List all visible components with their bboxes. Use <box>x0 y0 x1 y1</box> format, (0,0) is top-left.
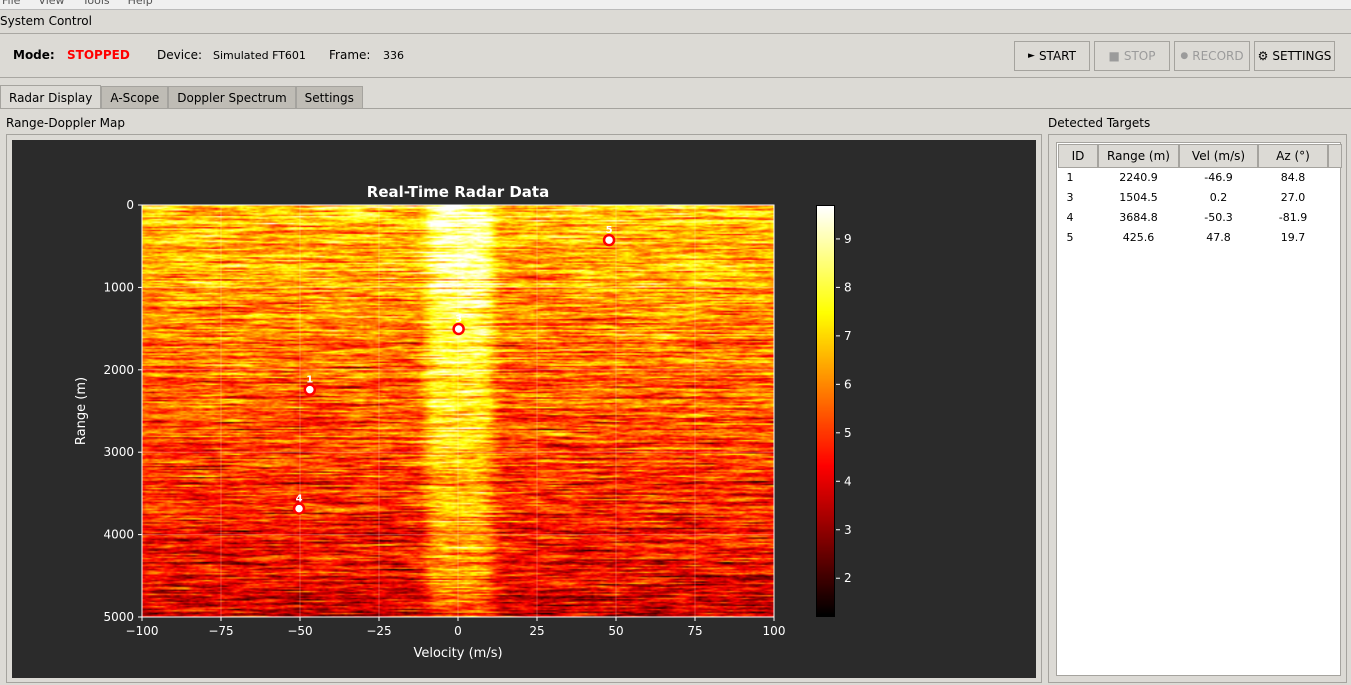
y-tick-label: 4000 <box>103 528 134 542</box>
mode-value: STOPPED <box>67 48 130 62</box>
tab-settings[interactable]: Settings <box>295 86 363 109</box>
table-cell: 1 <box>1066 171 1074 184</box>
menu-file[interactable]: File <box>2 0 21 7</box>
record-button[interactable]: ● RECORD <box>1174 41 1250 71</box>
table-cell: 425.6 <box>1122 231 1155 244</box>
start-label: START <box>1038 49 1076 63</box>
colorbar-tick-label: 6 <box>844 377 852 391</box>
y-tick-label: 1000 <box>103 280 134 294</box>
record-label: RECORD <box>1192 49 1244 63</box>
column-header-filler <box>1328 144 1342 168</box>
table-cell: 3684.8 <box>1119 211 1158 224</box>
x-tick-label: −100 <box>126 624 159 638</box>
heatmap <box>142 205 774 617</box>
x-tick-label: 0 <box>454 624 462 638</box>
table-cell: 0.2 <box>1209 191 1228 204</box>
detected-targets-title: Detected Targets <box>1048 116 1151 130</box>
table-cell: 1504.5 <box>1119 191 1158 204</box>
target-marker <box>452 322 465 336</box>
colorbar <box>816 205 835 617</box>
target-label: 3 <box>455 314 462 325</box>
colorbar-tick-label: 3 <box>844 523 852 537</box>
table-cell: 2240.9 <box>1119 171 1158 184</box>
detected-targets-group <box>1048 134 1347 683</box>
tab-radar-display[interactable]: Radar Display <box>0 85 102 109</box>
colorbar-tick-label: 5 <box>844 426 852 440</box>
play-icon: ► <box>1028 51 1035 61</box>
menu-help[interactable]: Help <box>127 0 153 7</box>
system-control-group: Mode: STOPPED Device: Simulated FT601 Fr… <box>0 33 1351 78</box>
target-label: 1 <box>306 375 313 386</box>
stop-button[interactable]: ■ STOP <box>1094 41 1170 71</box>
x-tick-label: 75 <box>687 624 702 638</box>
table-cell: 19.7 <box>1280 231 1306 244</box>
mode-label: Mode: <box>13 48 55 62</box>
colorbar-tick-label: 9 <box>844 232 852 246</box>
stop-label: STOP <box>1123 49 1156 63</box>
menu-bar: File View Tools Help <box>0 0 1351 10</box>
y-tick-label: 5000 <box>103 610 134 624</box>
menu-view[interactable]: View <box>38 0 65 7</box>
device-label: Device: <box>157 48 203 62</box>
table-cell: 5 <box>1066 231 1074 244</box>
range-doppler-title: Range-Doppler Map <box>6 116 125 130</box>
tab-doppler-spectrum[interactable]: Doppler Spectrum <box>168 86 296 109</box>
device-value: Simulated FT601 <box>213 49 306 62</box>
x-axis-label: Velocity (m/s) <box>413 646 502 661</box>
settings-label: SETTINGS <box>1272 49 1332 63</box>
stop-icon: ■ <box>1108 49 1120 63</box>
x-tick-label: −50 <box>287 624 312 638</box>
targets-table[interactable]: ID Range (m) Vel (m/s) Az (°) 1 2240.9 -46… <box>1056 142 1342 676</box>
colorbar-tick-label: 2 <box>844 571 852 585</box>
target-label: 5 <box>606 225 613 236</box>
colorbar-tick-label: 7 <box>844 329 852 343</box>
frame-value: 336 <box>383 49 404 62</box>
column-header-azimuth[interactable]: Az (°) <box>1258 144 1328 168</box>
column-header-velocity[interactable]: Vel (m/s) <box>1179 144 1258 168</box>
x-tick-label: −75 <box>208 624 233 638</box>
y-axis-label: Range (m) <box>74 377 89 445</box>
settings-button[interactable]: ⚙ SETTINGS <box>1254 41 1335 71</box>
table-cell: 3 <box>1066 191 1074 204</box>
x-tick-label: 100 <box>763 624 786 638</box>
target-marker <box>292 502 306 515</box>
gear-icon: ⚙ <box>1257 49 1269 63</box>
plot-overlay: Real-Time Radar Data Velocity (m/s) Rang… <box>74 183 852 661</box>
table-cell: -50.3 <box>1204 211 1233 224</box>
y-tick-label: 2000 <box>103 363 134 377</box>
column-header-range[interactable]: Range (m) <box>1098 144 1179 168</box>
table-cell: 47.8 <box>1206 231 1231 244</box>
x-tick-label: 50 <box>608 624 623 638</box>
table-cell: -46.9 <box>1204 171 1233 184</box>
y-tick-label: 0 <box>126 198 134 212</box>
table-cell: 27.0 <box>1280 191 1306 204</box>
divider <box>0 108 1351 109</box>
table-cell: 4 <box>1066 211 1074 224</box>
record-icon: ● <box>1180 51 1189 61</box>
axes-frame <box>141 204 775 618</box>
plot-canvas[interactable]: Real-Time Radar Data Velocity (m/s) Rang… <box>12 140 1036 678</box>
tab-bar: Radar Display A-Scope Doppler Spectrum S… <box>0 85 363 109</box>
colorbar-tick-label: 8 <box>844 280 852 294</box>
menu-tools[interactable]: Tools <box>82 0 110 7</box>
y-tick-label: 3000 <box>103 445 134 459</box>
colorbar-tick-label: 4 <box>844 474 852 488</box>
target-label: 4 <box>296 494 303 505</box>
range-doppler-group <box>6 134 1042 683</box>
table-cell: -81.9 <box>1278 211 1308 224</box>
tab-a-scope[interactable]: A-Scope <box>101 86 169 109</box>
table-cell: 84.8 <box>1280 171 1306 184</box>
x-tick-label: 25 <box>529 624 544 638</box>
start-button[interactable]: ► START <box>1014 41 1090 71</box>
system-control-title: System Control <box>0 14 92 28</box>
target-marker <box>602 233 616 247</box>
column-header-id[interactable]: ID <box>1058 144 1098 168</box>
x-tick-label: −25 <box>366 624 391 638</box>
chart-title: Real-Time Radar Data <box>367 183 549 201</box>
target-marker <box>303 383 317 396</box>
frame-label: Frame: <box>329 48 371 62</box>
